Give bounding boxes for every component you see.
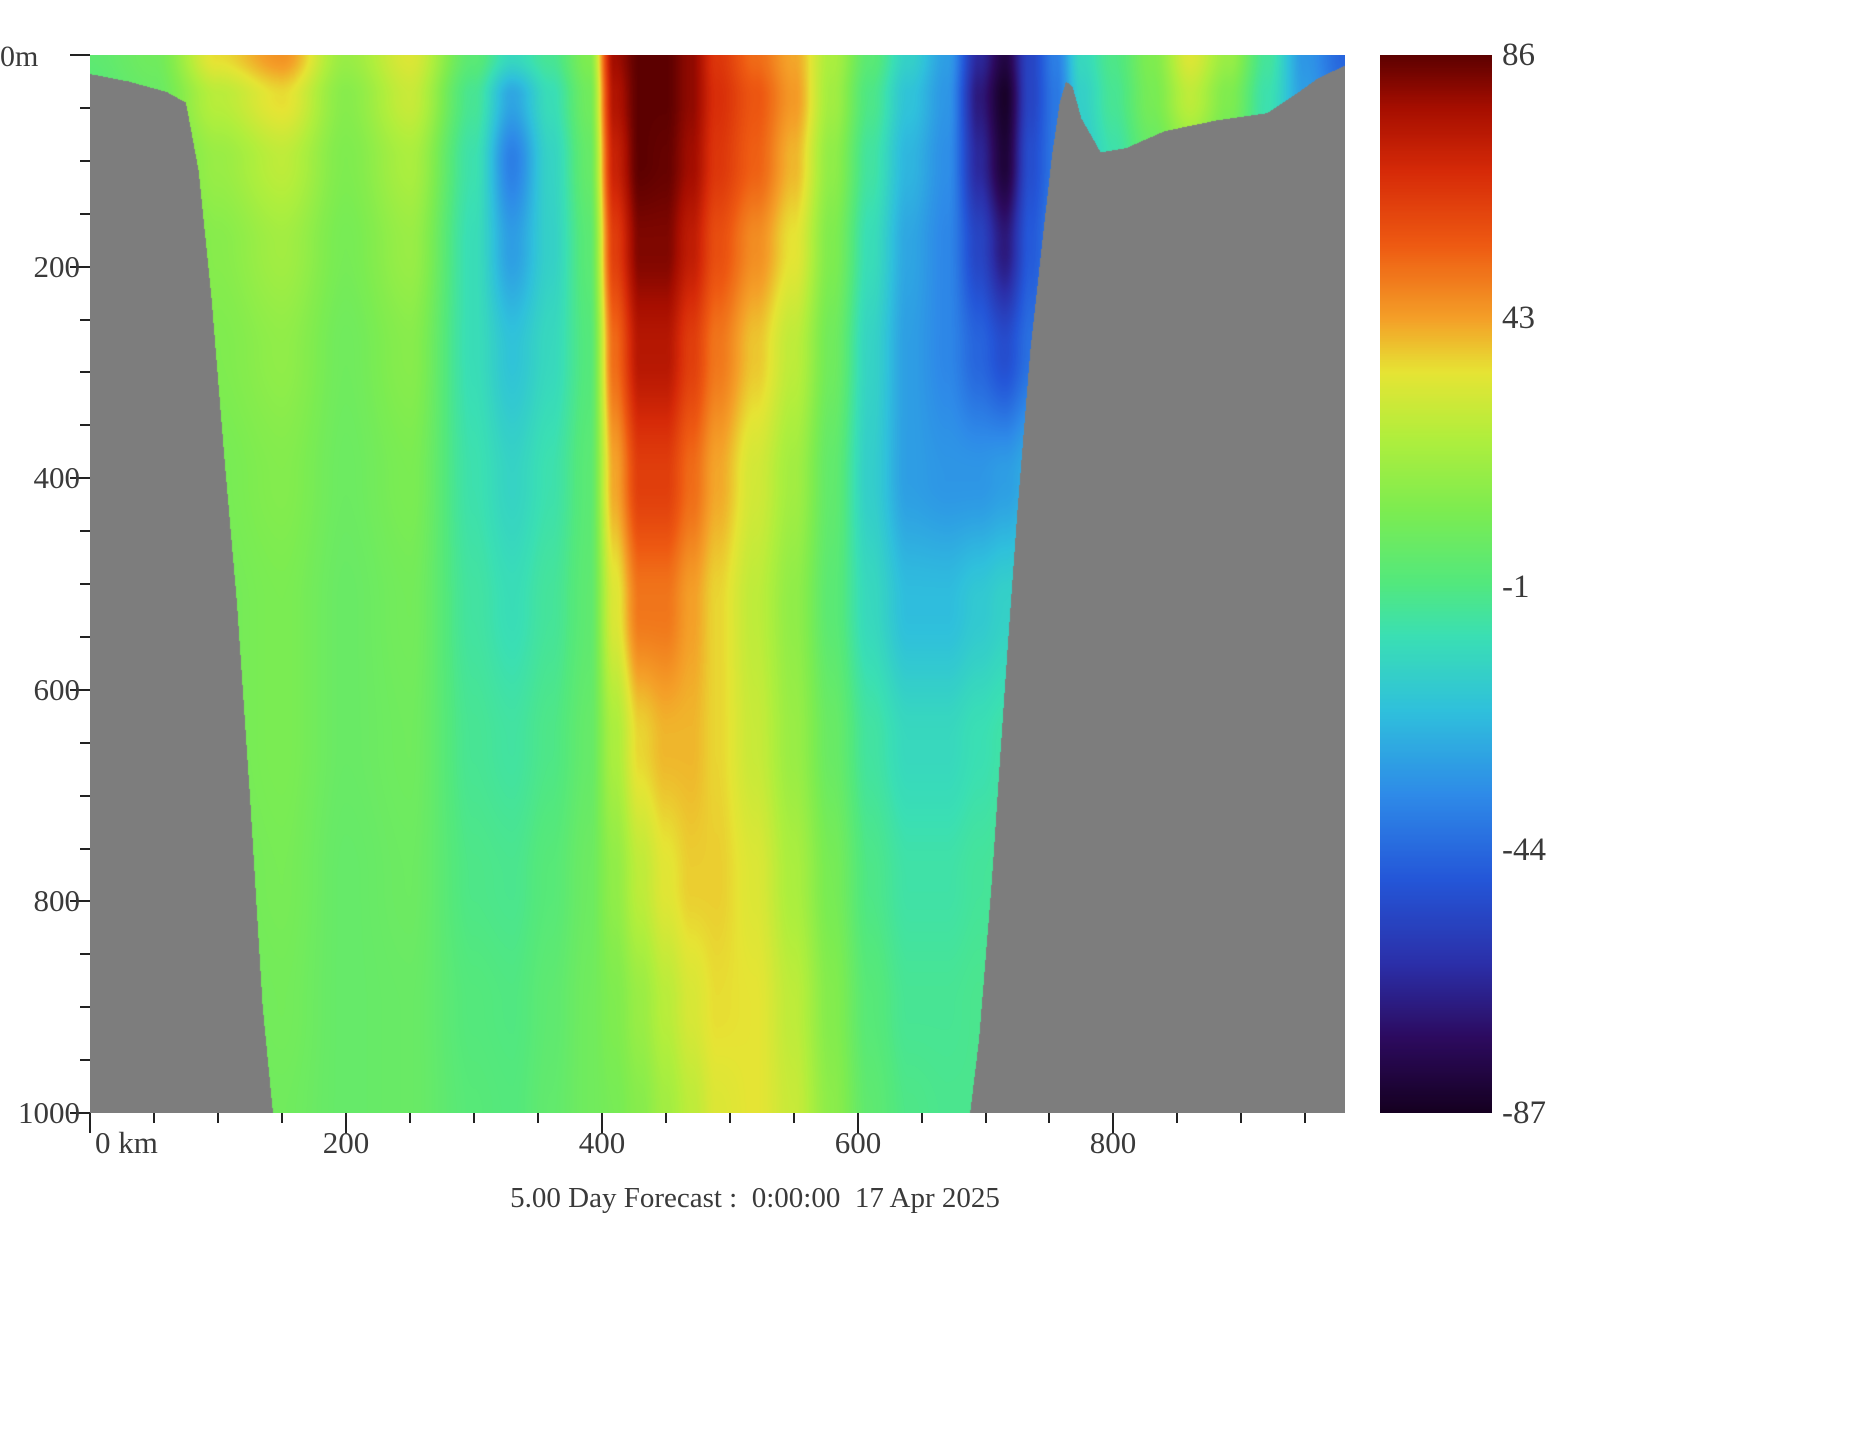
figure-title: 5.00 Day Forecast : 0:00:00 17 Apr 2025 (510, 1182, 1000, 1214)
axis-tick (89, 1113, 91, 1133)
axis-tick (537, 1113, 539, 1123)
axis-tick (80, 107, 90, 109)
axis-tick (80, 530, 90, 532)
depth-tick-label: 200 (33, 249, 81, 284)
distance-tick-label: 800 (1089, 1125, 1137, 1160)
colorbar-tick-label: 86 (1502, 37, 1535, 73)
axis-tick (80, 848, 90, 850)
axis-tick (80, 1059, 90, 1061)
axis-tick (153, 1113, 155, 1123)
colorbar-tick-label: -87 (1502, 1095, 1546, 1131)
axis-tick (1048, 1113, 1050, 1123)
depth-axis-top-label: 0m (0, 40, 39, 73)
distance-tick-label: 400 (578, 1125, 626, 1160)
axis-tick (80, 371, 90, 373)
velocity-section-canvas (90, 55, 1345, 1113)
axis-tick (281, 1113, 283, 1123)
axis-tick (80, 742, 90, 744)
axis-tick (80, 953, 90, 955)
colorbar-canvas (1380, 55, 1492, 1113)
axis-tick (80, 795, 90, 797)
axis-tick (729, 1113, 731, 1123)
axis-tick (80, 424, 90, 426)
axis-tick (217, 1113, 219, 1123)
colorbar-tick-label: -1 (1502, 569, 1530, 605)
distance-tick-label: 600 (834, 1125, 882, 1160)
distance-zero-label: 0 km (95, 1125, 158, 1160)
depth-tick-label: 800 (33, 883, 81, 918)
depth-tick-label: 400 (33, 460, 81, 495)
axis-tick (1240, 1113, 1242, 1123)
axis-tick (665, 1113, 667, 1123)
axis-tick (409, 1113, 411, 1123)
axis-tick (985, 1113, 987, 1123)
axis-tick (80, 160, 90, 162)
colorbar-tick-label: 43 (1502, 300, 1535, 336)
depth-tick-label: 1000 (18, 1095, 80, 1130)
axis-tick (80, 1006, 90, 1008)
colorbar-tick-label: -44 (1502, 832, 1546, 868)
axis-tick (80, 319, 90, 321)
axis-tick (80, 636, 90, 638)
axis-tick (1304, 1113, 1306, 1123)
axis-tick (70, 54, 90, 56)
axis-tick (473, 1113, 475, 1123)
axis-tick (793, 1113, 795, 1123)
depth-tick-label: 600 (33, 672, 81, 707)
distance-tick-label: 200 (322, 1125, 370, 1160)
axis-tick (921, 1113, 923, 1123)
axis-tick (80, 583, 90, 585)
axis-tick (1176, 1113, 1178, 1123)
axis-tick (80, 213, 90, 215)
